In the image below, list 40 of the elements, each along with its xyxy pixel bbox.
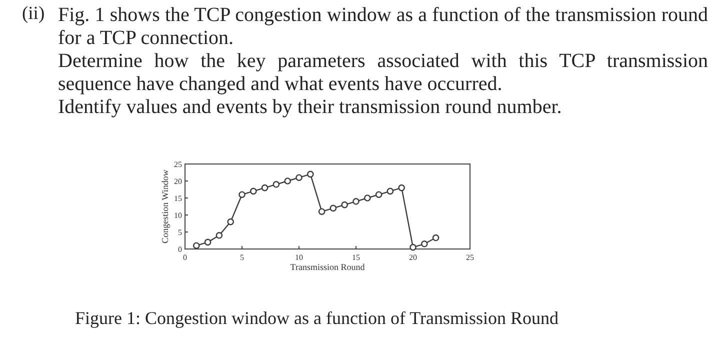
point bbox=[410, 244, 416, 251]
point bbox=[272, 181, 280, 188]
point bbox=[227, 218, 234, 226]
point bbox=[250, 188, 257, 195]
point bbox=[386, 188, 394, 195]
text: (ii) bbox=[22, 4, 45, 25]
y-tick-label: 15 bbox=[174, 194, 182, 203]
point bbox=[421, 240, 428, 248]
y-tick-label: 5 bbox=[178, 228, 182, 237]
x-axis-title: Transmission Round bbox=[290, 262, 366, 272]
caption: Figure 1: Congestion window as a function of Transmission Round bbox=[75, 308, 559, 329]
y-axis-title: Congestion Window bbox=[160, 169, 170, 244]
point bbox=[238, 191, 246, 198]
y-tick-label: 20 bbox=[174, 177, 182, 186]
point bbox=[432, 234, 440, 242]
x-tick-label: 25 bbox=[466, 253, 474, 262]
x-tick-label: 10 bbox=[295, 253, 303, 262]
x-tick-label: 5 bbox=[240, 253, 244, 262]
point bbox=[364, 194, 371, 202]
point bbox=[193, 242, 200, 249]
point bbox=[318, 208, 326, 215]
y-tick-label: 25 bbox=[174, 160, 182, 169]
caption: Fig. 1 shows the TCP congestion window as a function of the transmission round for a TCP connection. bbox=[58, 4, 708, 50]
point bbox=[375, 191, 382, 198]
x-tick-label: 15 bbox=[352, 253, 360, 262]
point bbox=[261, 184, 268, 192]
point bbox=[330, 204, 337, 212]
point bbox=[341, 201, 348, 208]
y-tick-label: 0 bbox=[178, 245, 182, 254]
point bbox=[398, 184, 405, 192]
point bbox=[307, 170, 314, 178]
x-tick-label: 20 bbox=[409, 253, 417, 262]
text: Identify values and events by their transmission round number. bbox=[58, 96, 563, 119]
point bbox=[352, 198, 360, 205]
point bbox=[216, 232, 223, 239]
point bbox=[296, 174, 302, 181]
y-tick-label: 10 bbox=[174, 211, 182, 220]
point bbox=[204, 238, 212, 246]
text: Determine how the key parameters associated with this TCP transmission sequence have changed and what events have occurred. bbox=[58, 50, 708, 96]
point bbox=[284, 178, 291, 184]
